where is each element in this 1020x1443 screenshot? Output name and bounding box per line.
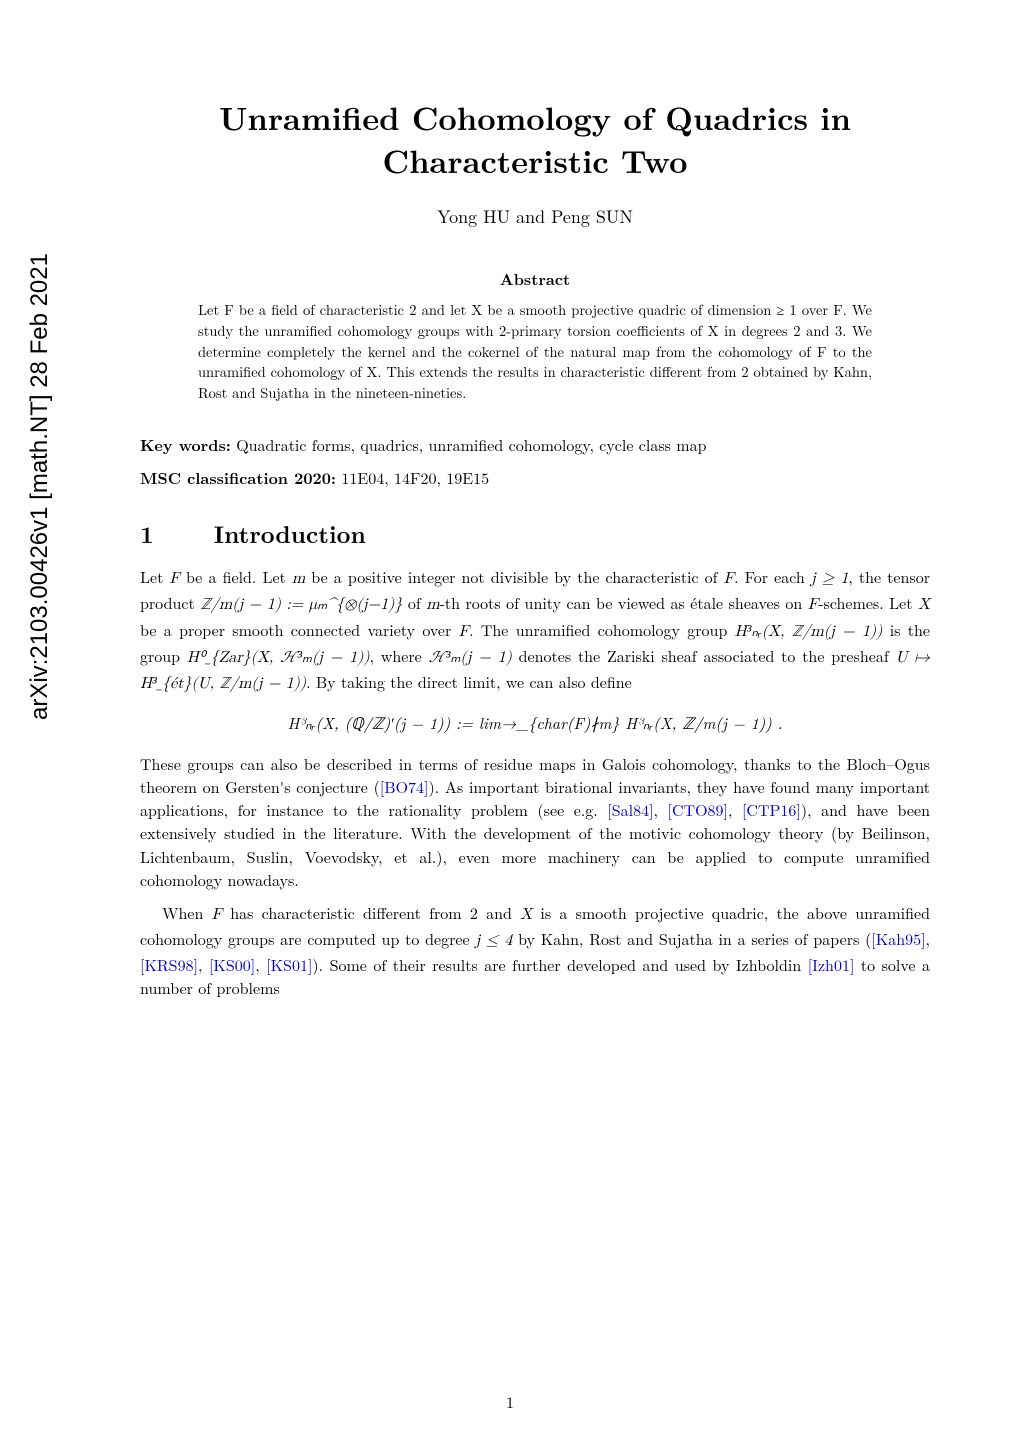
msc-value: 11E04, 14F20, 19E15: [341, 466, 489, 489]
citation-ctp16[interactable]: [CTP16]: [742, 798, 801, 821]
p1-text: be a positive integer not divisible by t…: [305, 565, 723, 588]
citation-kah95[interactable]: [Kah95]: [871, 927, 925, 950]
keywords-label: Key words:: [140, 433, 231, 456]
paper-title: Unramified Cohomology of Quadrics in Cha…: [140, 96, 930, 182]
math-X: X: [520, 907, 532, 923]
math-F: F: [212, 907, 222, 923]
p1-text: Let: [140, 565, 169, 588]
citation-cto89[interactable]: [CTO89]: [668, 798, 728, 821]
citation-ks00[interactable]: [KS00]: [209, 953, 255, 976]
p1-text: be a field. Let: [180, 565, 292, 588]
page-content: Unramified Cohomology of Quadrics in Cha…: [140, 96, 930, 1383]
math-zm: ℤ/m(j − 1) := μₘ^{⊗(j−1)}: [200, 597, 402, 613]
keywords-value: Quadratic forms, quadrics, unramified co…: [236, 433, 706, 456]
authors: Yong HU and Peng SUN: [140, 204, 930, 229]
paragraph-3: When F has characteristic different from…: [140, 901, 930, 1000]
p1-text: be a proper smooth connected variety ove…: [140, 618, 459, 641]
section-number: 1: [140, 517, 154, 551]
p2-text: ,: [728, 798, 742, 821]
math-Hnr: H³ₙᵣ(X, ℤ/m(j − 1)): [735, 624, 883, 640]
arxiv-category: [math.NT]: [26, 394, 53, 499]
math-m: m: [426, 597, 439, 613]
math-Hscr: ℋ³ₘ(j − 1): [429, 650, 512, 666]
p1-text: , where: [370, 644, 429, 667]
msc-row: MSC classification 2020: 11E04, 14F20, 1…: [140, 466, 930, 489]
p1-text: denotes the Zariski sheaf associated to …: [512, 644, 896, 667]
math-F: F: [459, 624, 469, 640]
abstract-body: Let F be a field of characteristic 2 and…: [198, 300, 872, 403]
citation-izh01[interactable]: [Izh01]: [808, 953, 855, 976]
math-Hzar: H⁰_{Zar}(X, ℋ³ₘ(j − 1)): [187, 650, 370, 666]
paragraph-1: Let F be a field. Let m be a positive in…: [140, 565, 930, 696]
p3-text: ). Some of their results are further dev…: [312, 953, 807, 976]
display-equation-1: H³ₙᵣ(X, (ℚ/ℤ)′(j − 1)) := lim→_{char(F)∤…: [140, 710, 930, 736]
arxiv-stamp: arXiv:2103.00426v1 [math.NT] 28 Feb 2021: [26, 253, 54, 720]
p3-text: ,: [255, 953, 266, 976]
math-F: F: [808, 597, 818, 613]
math-m: m: [292, 571, 305, 587]
citation-ks01[interactable]: [KS01]: [266, 953, 312, 976]
title-line-2: Characteristic Two: [140, 139, 930, 182]
p1-text: -schemes. Let: [818, 591, 918, 614]
abstract-heading: Abstract: [140, 267, 930, 290]
p2-text: ,: [654, 798, 668, 821]
p3-text: ,: [926, 927, 930, 950]
section-1-heading: 1 Introduction: [140, 517, 930, 551]
p1-text: . For each: [734, 565, 811, 588]
p3-text: ,: [198, 953, 209, 976]
section-title: Introduction: [214, 517, 366, 551]
p1-text: . The unramified cohomology group: [469, 618, 735, 641]
arxiv-date: 28 Feb 2021: [26, 253, 53, 388]
p1-text: . By taking the direct limit, we can als…: [306, 670, 632, 693]
paragraph-2: These groups can also be described in te…: [140, 752, 930, 891]
p1-text: -th roots of unity can be viewed as étal…: [440, 591, 808, 614]
citation-sal84[interactable]: [Sal84]: [607, 798, 653, 821]
math-F: F: [724, 571, 734, 587]
arxiv-id: arXiv:2103.00426v1: [26, 507, 53, 721]
p3-text: has characteristic different from 2 and: [222, 901, 520, 924]
math-X: X: [918, 597, 930, 613]
math-F: F: [169, 571, 179, 587]
p1-text: of: [402, 591, 426, 614]
math-jge1: j ≥ 1: [811, 571, 848, 587]
page-number: 1: [0, 1390, 1020, 1413]
msc-label: MSC classification 2020:: [140, 466, 336, 489]
keywords-row: Key words: Quadratic forms, quadrics, un…: [140, 433, 930, 456]
p3-text: by Kahn, Rost and Sujatha in a series of…: [512, 927, 871, 950]
p3-text: When: [162, 901, 212, 924]
title-line-1: Unramified Cohomology of Quadrics in: [140, 96, 930, 139]
math-jle4: j ≤ 4: [475, 933, 512, 949]
citation-bo74[interactable]: [BO74]: [380, 775, 429, 798]
citation-krs98[interactable]: [KRS98]: [140, 953, 198, 976]
